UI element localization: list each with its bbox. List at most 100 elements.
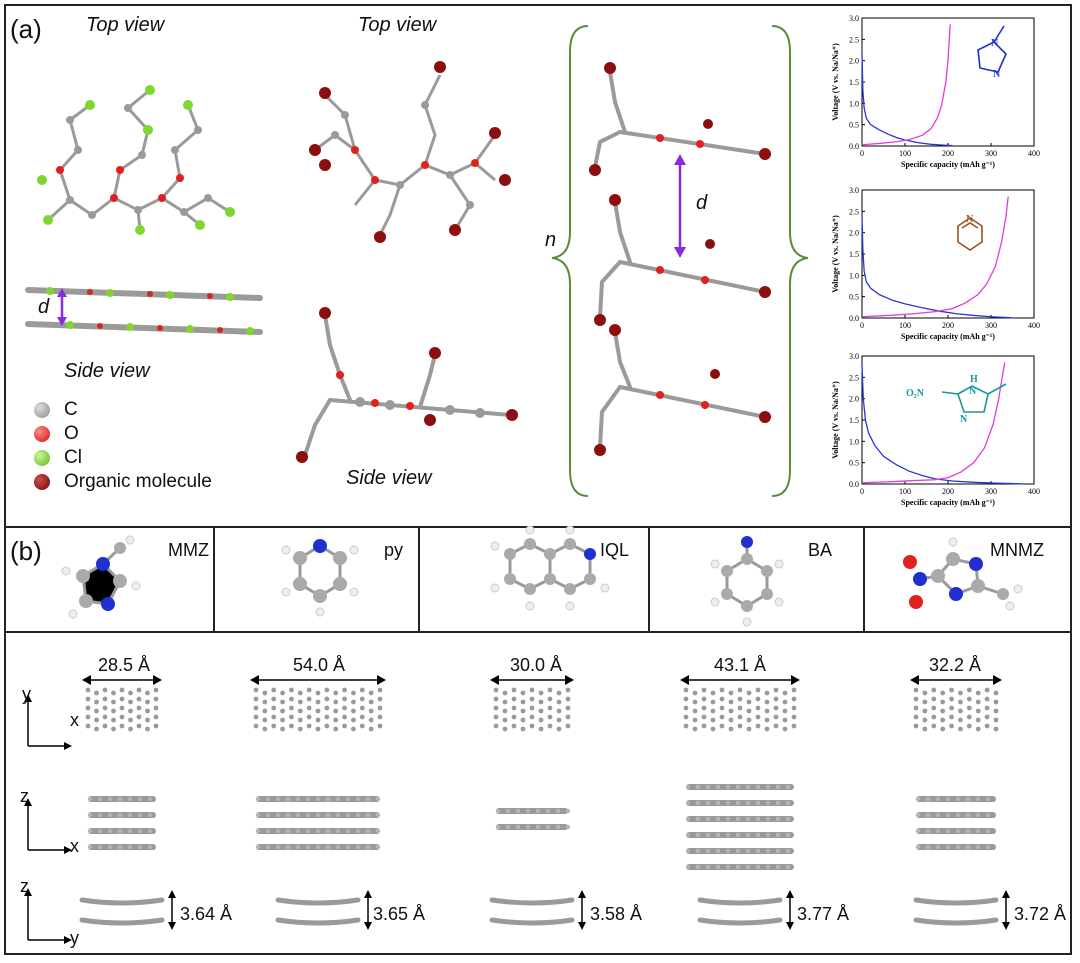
y-tick-label: 1.5 bbox=[849, 78, 859, 87]
legend-item: Organic molecule bbox=[34, 470, 212, 494]
carbon-atom bbox=[922, 690, 928, 696]
nh-h-label: H bbox=[970, 374, 978, 385]
carbon-atom bbox=[791, 696, 797, 702]
bilayer-sheet bbox=[489, 917, 575, 926]
carbon-atom bbox=[145, 699, 150, 705]
carbon-atom bbox=[695, 848, 701, 854]
carbon-atom bbox=[285, 844, 291, 850]
carbon-atom bbox=[111, 699, 116, 705]
carbon-atom bbox=[765, 848, 771, 854]
carbon-atom bbox=[137, 828, 143, 834]
carbon-atom bbox=[289, 714, 294, 720]
carbon-atom bbox=[728, 726, 734, 732]
carbon-atom bbox=[511, 705, 517, 711]
xy-axis-icon bbox=[24, 694, 72, 750]
bilayer-sheet bbox=[79, 917, 165, 926]
x-tick-label: 400 bbox=[1028, 321, 1040, 330]
carbon-atom bbox=[117, 844, 123, 850]
carbon-atom bbox=[966, 705, 972, 711]
carbon-atom bbox=[368, 690, 374, 696]
carbon-atom bbox=[145, 708, 150, 714]
carbon-atom bbox=[922, 726, 928, 732]
carbon-atom bbox=[949, 696, 954, 702]
arrowhead bbox=[578, 922, 586, 930]
carbon-atom bbox=[915, 828, 921, 834]
carbon-atom bbox=[153, 696, 159, 702]
carbon-atom bbox=[556, 690, 562, 696]
carbon-atom bbox=[555, 808, 561, 814]
side-view-label: Side view bbox=[64, 360, 150, 382]
carbon-atom bbox=[547, 705, 553, 711]
carbon-atom bbox=[695, 816, 701, 822]
arrowhead bbox=[250, 675, 259, 685]
lateral-size-label: 32.2 Å bbox=[929, 655, 982, 675]
imidazole-ring bbox=[977, 41, 1007, 73]
carbon-atom bbox=[719, 705, 725, 711]
carbon-atom bbox=[985, 828, 991, 834]
carbon-atom bbox=[493, 714, 499, 720]
arrowhead bbox=[377, 675, 386, 685]
n-atom: N bbox=[966, 214, 974, 225]
carbon-atom bbox=[773, 723, 779, 729]
pyridine-ring bbox=[957, 217, 983, 251]
carbon-atom bbox=[535, 808, 541, 814]
carbon-atom bbox=[97, 828, 103, 834]
discharge-curve bbox=[861, 364, 1026, 485]
carbon-atom bbox=[355, 844, 361, 850]
carbon-atom bbox=[85, 714, 91, 720]
carbon-atom bbox=[280, 708, 285, 714]
carbon-atom bbox=[765, 816, 771, 822]
carbon-atom bbox=[265, 844, 271, 850]
carbon-atom bbox=[85, 723, 91, 729]
legend-label: Cl bbox=[64, 447, 82, 468]
arrowhead bbox=[910, 675, 919, 685]
functionalized-molecule-side-view bbox=[296, 307, 518, 463]
carbon-atom bbox=[333, 690, 339, 696]
carbon-atom-icon bbox=[34, 402, 50, 418]
carbon-atom bbox=[306, 723, 312, 729]
chlorine-atom-icon bbox=[34, 450, 50, 466]
carbon-atom bbox=[136, 687, 142, 693]
carbon-atom bbox=[262, 708, 268, 714]
carbon-atom bbox=[547, 696, 553, 702]
carbon-atom bbox=[755, 696, 761, 702]
carbon-atom bbox=[955, 844, 961, 850]
layer-models bbox=[79, 675, 1010, 930]
arrowhead bbox=[791, 675, 800, 685]
carbon-atom bbox=[345, 828, 351, 834]
carbon-atom bbox=[765, 864, 771, 870]
carbon-atom bbox=[785, 832, 791, 838]
x-tick-label: 400 bbox=[1028, 487, 1040, 496]
graphene-top-view bbox=[253, 687, 383, 732]
carbon-atom bbox=[297, 690, 303, 696]
carbon-atom bbox=[949, 714, 954, 720]
carbon-atom bbox=[280, 717, 285, 723]
carbon-atom bbox=[94, 726, 99, 732]
carbon-atom bbox=[355, 828, 361, 834]
carbon-atom bbox=[915, 812, 921, 818]
carbon-atom bbox=[775, 800, 781, 806]
carbon-atom bbox=[913, 705, 919, 711]
charge-curve bbox=[861, 24, 951, 146]
carbon-atom bbox=[710, 690, 716, 696]
carbon-atom bbox=[127, 812, 133, 818]
carbon-atom bbox=[117, 828, 123, 834]
carbon-atom bbox=[785, 800, 791, 806]
carbon-atom bbox=[565, 824, 571, 830]
carbon-atom bbox=[495, 808, 501, 814]
n-atom: N bbox=[960, 414, 968, 425]
carbon-atom bbox=[119, 705, 125, 711]
carbon-atom bbox=[520, 690, 526, 696]
carbon-atom bbox=[965, 796, 971, 802]
carbon-atom bbox=[87, 812, 93, 818]
carbon-atom bbox=[306, 696, 312, 702]
carbon-atom bbox=[545, 808, 551, 814]
carbon-atom bbox=[255, 796, 261, 802]
carbon-atom bbox=[692, 708, 698, 714]
voltage-capacity-chart-mmz: 0 100 200 300 400 0.0 0.5 1.0 1.5 2.0 2.5 3.0 Specif… bbox=[831, 14, 1040, 169]
carbon-atom bbox=[505, 824, 511, 830]
carbon-atom bbox=[556, 699, 562, 705]
carbon-atom bbox=[725, 784, 731, 790]
cell-divider bbox=[213, 528, 215, 631]
carbon-atom bbox=[984, 705, 990, 711]
